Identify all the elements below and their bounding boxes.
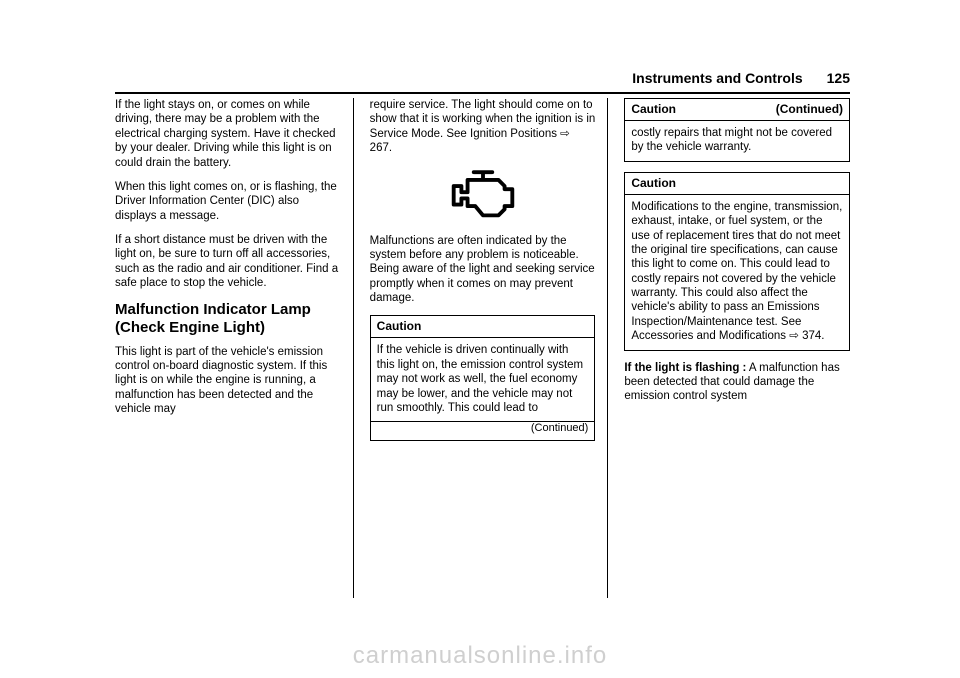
- text-run: Modifications to the engine, transmissio…: [631, 201, 842, 342]
- caution-label: Caution: [377, 319, 422, 334]
- bold-lead: If the light is flashing :: [624, 362, 746, 374]
- header-rule: [115, 92, 850, 94]
- cross-ref-icon: ⇨: [789, 330, 799, 342]
- body-paragraph: This light is part of the vehicle's emis…: [115, 345, 341, 417]
- content-columns: If the light stays on, or comes on while…: [115, 98, 850, 598]
- section-title: Instruments and Controls: [632, 70, 802, 86]
- watermark: carmanualsonline.info: [0, 642, 960, 670]
- text-run: 374.: [799, 330, 825, 342]
- body-paragraph: If a short distance must be driven with …: [115, 233, 341, 291]
- caution-heading: Caution: [371, 316, 595, 338]
- caution-continued-label: (Continued): [776, 102, 843, 117]
- body-paragraph: If the light stays on, or comes on while…: [115, 98, 341, 170]
- body-paragraph: Malfunctions are often indicated by the …: [370, 234, 596, 306]
- caution-body: Modifications to the engine, transmissio…: [625, 195, 849, 350]
- caution-body: costly repairs that might not be covered…: [625, 121, 849, 161]
- caution-box-continued: Caution (Continued) costly repairs that …: [624, 98, 850, 162]
- body-paragraph: When this light comes on, or is flashing…: [115, 180, 341, 223]
- body-paragraph: If the light is flashing : A malfunction…: [624, 361, 850, 404]
- caution-box: Caution If the vehicle is driven continu…: [370, 315, 596, 441]
- text-run: 267.: [370, 142, 392, 154]
- column-2: require service. The light should come o…: [370, 98, 609, 598]
- column-3: Caution (Continued) costly repairs that …: [624, 98, 850, 598]
- section-heading: Malfunction Indicator Lamp (Check Engine…: [115, 301, 341, 337]
- caution-label: Caution: [631, 102, 676, 117]
- body-paragraph: require service. The light should come o…: [370, 98, 596, 156]
- page-header: Instruments and Controls 125: [115, 70, 850, 86]
- page-number: 125: [827, 70, 850, 86]
- cross-ref-icon: ⇨: [560, 128, 570, 140]
- caution-label: Caution: [631, 176, 676, 191]
- manual-page: Instruments and Controls 125 If the ligh…: [115, 70, 850, 630]
- caution-body: If the vehicle is driven continually wit…: [371, 338, 595, 421]
- caution-heading: Caution (Continued): [625, 99, 849, 121]
- column-1: If the light stays on, or comes on while…: [115, 98, 354, 598]
- caution-continued: (Continued): [371, 421, 595, 440]
- check-engine-icon: [370, 166, 596, 220]
- caution-heading: Caution: [625, 173, 849, 195]
- caution-box: Caution Modifications to the engine, tra…: [624, 172, 850, 351]
